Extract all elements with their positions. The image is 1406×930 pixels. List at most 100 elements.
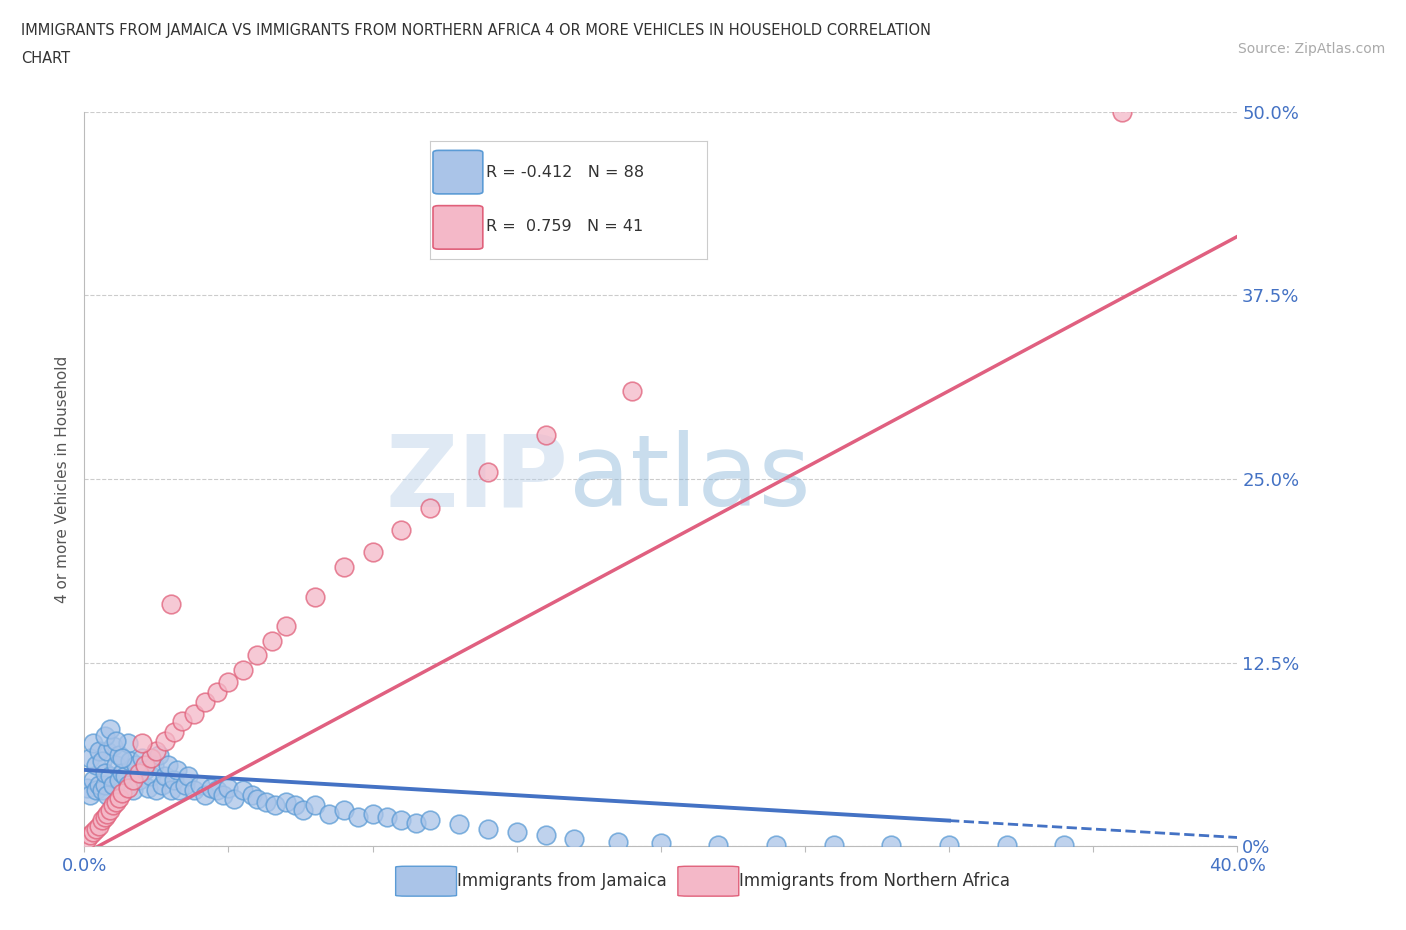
Point [318, 806, 340, 821]
Text: Source: ZipAtlas.com: Source: ZipAtlas.com [1237, 42, 1385, 56]
Point [765, 837, 787, 852]
Point [621, 383, 644, 398]
Point [108, 790, 131, 805]
Point [76, 780, 98, 795]
Point [125, 758, 148, 773]
Point [477, 464, 499, 479]
Point [84, 821, 107, 836]
Point [139, 768, 162, 783]
Point [391, 813, 413, 828]
Point [79, 751, 101, 765]
Text: CHART: CHART [21, 51, 70, 66]
Point [232, 662, 254, 677]
Point [98, 802, 121, 817]
Point [117, 780, 139, 795]
Point [103, 777, 124, 792]
Point [148, 748, 170, 763]
Point [139, 751, 162, 765]
Point [131, 751, 153, 765]
Point [194, 788, 217, 803]
Point [111, 765, 134, 780]
Point [276, 618, 298, 633]
Point [823, 837, 845, 852]
Point [260, 633, 283, 648]
Point [333, 560, 356, 575]
Point [108, 748, 131, 763]
Point [707, 837, 730, 852]
Point [153, 768, 176, 783]
Point [224, 791, 246, 806]
Point [87, 777, 110, 792]
Point [375, 809, 398, 824]
Point [606, 834, 628, 849]
Point [1053, 837, 1076, 852]
Point [183, 707, 205, 722]
Point [136, 780, 159, 795]
Point [96, 743, 118, 758]
Point [128, 773, 150, 788]
Point [117, 736, 139, 751]
Point [419, 813, 441, 828]
Point [120, 753, 142, 768]
Point [150, 777, 173, 792]
Point [188, 777, 211, 792]
Point [134, 763, 156, 777]
Point [240, 788, 263, 803]
Point [200, 780, 222, 795]
Point [534, 428, 557, 443]
Point [160, 783, 183, 798]
Point [93, 729, 115, 744]
Text: atlas: atlas [568, 431, 810, 527]
Point [177, 768, 200, 783]
Point [93, 777, 115, 792]
Point [103, 739, 124, 754]
Point [82, 824, 104, 839]
Point [205, 783, 228, 798]
Point [449, 817, 471, 831]
Point [79, 788, 101, 803]
Point [96, 788, 118, 803]
Point [108, 773, 131, 788]
Point [87, 818, 110, 833]
Point [419, 501, 441, 516]
Point [96, 806, 118, 821]
Point [246, 791, 269, 806]
Point [218, 780, 240, 795]
Text: ZIP: ZIP [385, 431, 568, 527]
Point [284, 798, 307, 813]
Point [79, 827, 101, 842]
Point [1111, 104, 1133, 119]
Point [111, 786, 134, 801]
Point [218, 674, 240, 689]
Text: IMMIGRANTS FROM JAMAICA VS IMMIGRANTS FROM NORTHERN AFRICA 4 OR MORE VEHICLES IN: IMMIGRANTS FROM JAMAICA VS IMMIGRANTS FR… [21, 23, 931, 38]
Point [205, 684, 228, 699]
Point [82, 773, 104, 788]
Point [156, 758, 179, 773]
Point [246, 648, 269, 663]
Point [163, 724, 186, 739]
Point [391, 523, 413, 538]
Point [105, 795, 128, 810]
Point [90, 753, 112, 768]
Point [160, 596, 183, 611]
Point [98, 722, 121, 737]
Point [93, 765, 115, 780]
Y-axis label: 4 or more Vehicles in Household: 4 or more Vehicles in Household [55, 355, 70, 603]
Point [506, 824, 529, 839]
Point [87, 743, 110, 758]
Point [347, 809, 370, 824]
Point [117, 777, 139, 792]
Point [174, 777, 197, 792]
Point [84, 783, 107, 798]
Point [534, 827, 557, 842]
Point [333, 802, 356, 817]
Point [98, 768, 121, 783]
Point [292, 802, 315, 817]
Point [564, 831, 586, 846]
Point [254, 795, 277, 810]
Point [84, 758, 107, 773]
Point [405, 816, 427, 830]
Point [163, 773, 186, 788]
Point [276, 795, 298, 810]
Point [169, 783, 191, 798]
